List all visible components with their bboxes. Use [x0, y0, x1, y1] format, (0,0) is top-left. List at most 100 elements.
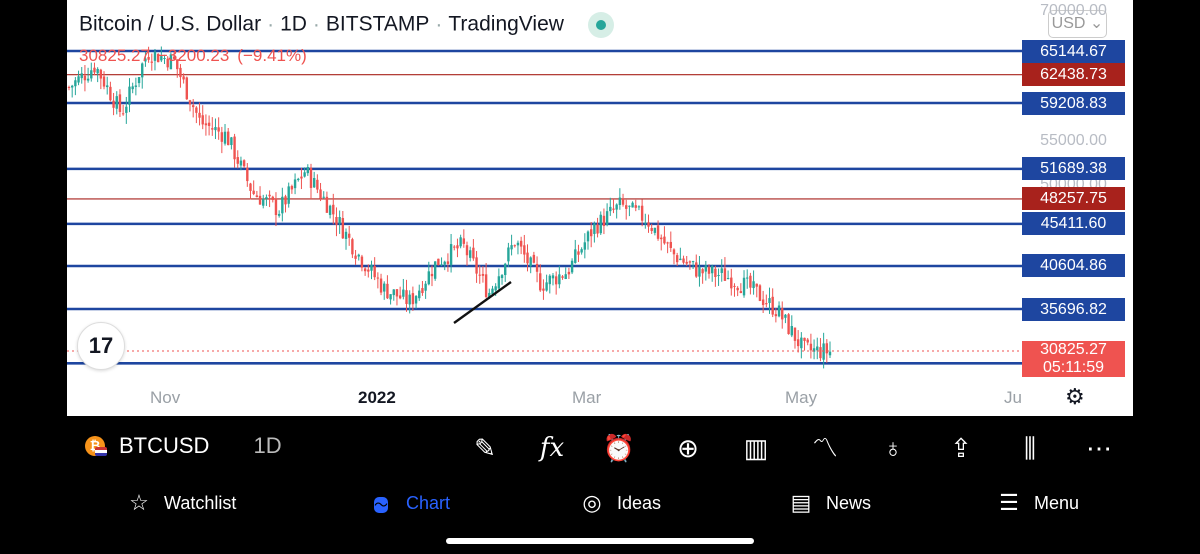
candle-body — [564, 274, 567, 280]
candle-body — [338, 217, 341, 224]
candle-body — [430, 273, 434, 277]
candle-body — [144, 58, 147, 62]
candle-body — [182, 76, 185, 80]
candle-body — [752, 281, 755, 289]
price-chart[interactable] — [67, 0, 1133, 416]
candle-body — [755, 283, 758, 287]
nav-label: Ideas — [617, 492, 662, 513]
candle-body — [90, 70, 93, 79]
interval-selector[interactable]: 1D — [253, 433, 282, 458]
nav-chart[interactable]: 〜 Chart — [368, 490, 450, 516]
candle-body — [777, 305, 781, 317]
nav-menu[interactable]: ☰ Menu — [996, 490, 1079, 516]
symbol-selector[interactable]: ₿ BTCUSD 1D — [85, 433, 282, 459]
candle-body — [179, 67, 182, 78]
nav-label: Menu — [1034, 492, 1080, 513]
candle-body — [70, 85, 74, 88]
candle-body — [312, 178, 316, 188]
price-level-tag: 59208.83 — [1022, 91, 1125, 115]
x-axis-label: Nov — [150, 388, 181, 407]
candle-body — [246, 167, 249, 182]
candle-body — [166, 58, 169, 68]
candle-body — [675, 255, 679, 263]
share-icon[interactable]: ⇪ — [950, 433, 972, 463]
candle-body — [354, 255, 357, 259]
nav-label: Chart — [406, 492, 451, 513]
lightbulb-icon[interactable]: ♁ — [883, 433, 903, 463]
candle-body — [319, 189, 322, 199]
fx-icon[interactable]: fx — [539, 433, 565, 463]
candle-body — [128, 86, 131, 105]
candle-body — [306, 167, 310, 174]
candle-body — [335, 217, 338, 225]
candle-body — [494, 286, 497, 291]
home-indicator — [446, 538, 754, 544]
candle-body — [644, 222, 647, 224]
candle-body — [602, 215, 606, 226]
candle-body — [554, 276, 558, 285]
more-icon[interactable]: ⋯ — [1086, 433, 1112, 463]
candle-body — [491, 288, 494, 295]
tradingview-logo[interactable]: 17 — [77, 322, 125, 370]
candle-body — [704, 265, 708, 272]
bar-countdown: 05:11:59 — [1042, 359, 1105, 376]
candle-body — [660, 237, 663, 240]
chart-area[interactable]: Bitcoin / U.S. Dollar · 1D · BITSTAMP · Tradin… — [67, 0, 1133, 416]
bulb-icon: ◎ — [582, 490, 602, 515]
nav-watchlist[interactable]: ☆ Watchlist — [126, 490, 236, 516]
candle-body — [742, 277, 746, 296]
candle-body — [462, 238, 466, 244]
settings-gear-icon[interactable]: ⚙ — [1065, 384, 1085, 409]
x-axis-label: May — [785, 388, 818, 407]
candle-body — [523, 245, 526, 255]
candle-body — [551, 275, 555, 279]
title-symbol-name: Bitcoin / U.S. Dollar — [79, 12, 262, 36]
candle-body — [297, 178, 300, 181]
candle-body — [236, 157, 239, 164]
candle-body — [121, 113, 125, 115]
candles-icon[interactable]: ⫼ — [1024, 433, 1036, 463]
candle-body — [726, 277, 730, 279]
price-summary: 30825.27 −3200.23 (−9.41%) — [79, 46, 315, 66]
candle-body — [453, 246, 456, 248]
candle-body — [688, 261, 692, 263]
candle-body — [679, 258, 682, 261]
candle-body — [265, 197, 268, 199]
candle-body — [822, 343, 825, 360]
indicator-icon[interactable]: 〽 — [811, 433, 838, 463]
candle-body — [475, 257, 478, 274]
candle-body — [437, 258, 440, 266]
candle-body — [443, 261, 446, 265]
bar-chart-icon[interactable]: ▥ — [743, 433, 769, 463]
star-icon: ☆ — [129, 490, 149, 515]
candle-body — [733, 285, 736, 287]
alarm-icon[interactable]: ⏰ — [602, 433, 636, 463]
market-status-icon — [587, 12, 614, 38]
nav-ideas[interactable]: ◎ Ideas — [579, 490, 661, 516]
candle-body — [188, 100, 192, 105]
candle-body — [348, 233, 351, 238]
price-level-tag: 40604.86 — [1022, 254, 1125, 278]
currency-button[interactable]: USD ⌄ — [1048, 10, 1107, 38]
price-level-tag: 45411.60 — [1022, 212, 1125, 236]
candle-body — [163, 57, 166, 59]
candle-body — [685, 261, 688, 264]
candle-body — [507, 247, 510, 262]
nav-news[interactable]: ▤ News — [788, 490, 871, 516]
plus-icon[interactable]: ⊕ — [677, 433, 699, 463]
candle-body — [739, 291, 743, 294]
candle-body — [134, 85, 138, 87]
candle-body — [147, 56, 150, 60]
candle-body — [281, 196, 284, 214]
candle-body — [647, 222, 650, 227]
trend-line[interactable] — [453, 281, 512, 324]
price-change-pct: (−9.41%) — [237, 46, 307, 65]
candle-body — [561, 276, 564, 278]
candle-body — [115, 96, 118, 109]
current-price-tag: 30825.27 05:11:59 — [1022, 341, 1125, 377]
candle-body — [812, 348, 816, 352]
brush-icon[interactable]: ✎ — [474, 433, 496, 463]
candle-body — [201, 115, 204, 125]
candle-body — [542, 288, 545, 291]
candle-body — [720, 268, 723, 273]
